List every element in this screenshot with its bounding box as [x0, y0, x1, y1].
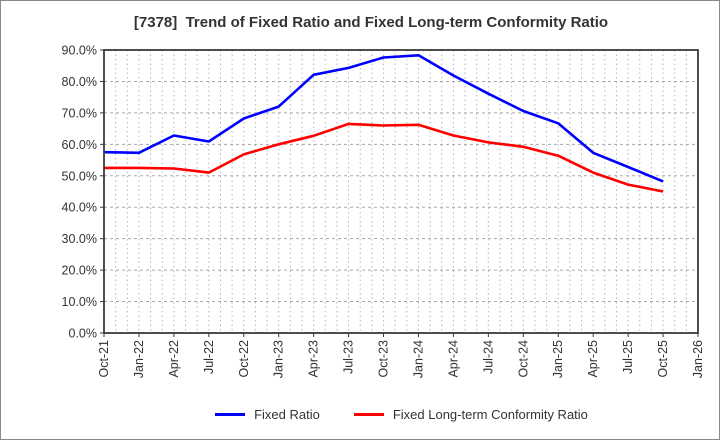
- y-tick-label: 90.0%: [62, 44, 97, 58]
- y-tick-label: 30.0%: [62, 232, 97, 246]
- x-tick-label: Jul-24: [481, 340, 495, 374]
- x-tick-label: Apr-23: [307, 340, 321, 378]
- x-axis-tick-labels: Oct-21 Jan-22 Apr-22 Jul-22 Oct-22 Jan-23 Apr-…: [97, 333, 705, 378]
- x-tick-label: Apr-22: [167, 340, 181, 378]
- y-tick-label: 70.0%: [62, 106, 97, 120]
- series-line-fixed-ratio: [103, 53, 664, 183]
- series-line-fixed-lt-conformity: [104, 122, 664, 193]
- y-tick-label: 0.0%: [69, 327, 98, 341]
- legend: Fixed Ratio Fixed Long-term Conformity R…: [104, 403, 699, 425]
- legend-swatch-fixed-lt-conformity-line: [353, 412, 384, 416]
- x-tick-label: Apr-24: [446, 340, 460, 378]
- y-tick-label: 40.0%: [62, 201, 97, 215]
- x-tick-label: Jan-23: [272, 340, 286, 378]
- legend-label-fixed-ratio: Fixed Ratio: [254, 406, 320, 422]
- vertical-gridlines: [115, 50, 687, 333]
- y-tick-label: 80.0%: [62, 75, 97, 89]
- x-tick-label: Jul-23: [342, 340, 356, 374]
- plot-border: [103, 49, 699, 334]
- x-tick-label: Oct-24: [516, 340, 530, 378]
- y-tick-label: 50.0%: [62, 169, 97, 183]
- x-tick-label: Apr-25: [586, 340, 600, 378]
- x-tick-label: Oct-25: [656, 340, 670, 378]
- x-tick-label: Jan-25: [551, 340, 565, 378]
- chart-title: [7378] Trend of Fixed Ratio and Fixed Lo…: [133, 14, 609, 31]
- y-tick-label: 60.0%: [62, 138, 97, 152]
- x-tick-label: Jul-22: [202, 340, 216, 374]
- legend-label-fixed-lt-conformity: Fixed Long-term Conformity Ratio: [392, 406, 588, 422]
- x-tick-label: Jan-22: [132, 340, 146, 378]
- x-tick-label: Oct-22: [237, 340, 251, 378]
- x-tick-label: Oct-23: [377, 340, 391, 378]
- x-tick-label: Jul-25: [621, 340, 635, 374]
- x-tick-label: Jan-26: [691, 340, 705, 378]
- x-tick-label: Oct-21: [97, 340, 111, 378]
- horizontal-gridlines: [104, 80, 698, 303]
- y-tick-label: 10.0%: [62, 295, 97, 309]
- y-axis-tick-labels: 0.0% 10.0% 20.0% 30.0% 40.0% 50.0% 60.0% 70.0% 8…: [62, 44, 104, 341]
- legend-swatch-fixed-ratio-line: [215, 412, 246, 416]
- y-tick-label: 20.0%: [62, 264, 97, 278]
- legend-item-fixed-lt-conformity: Fixed Long-term Conformity Ratio: [353, 406, 588, 422]
- legend-item-fixed-ratio: Fixed Ratio: [215, 407, 320, 422]
- x-tick-label: Jan-24: [411, 340, 425, 378]
